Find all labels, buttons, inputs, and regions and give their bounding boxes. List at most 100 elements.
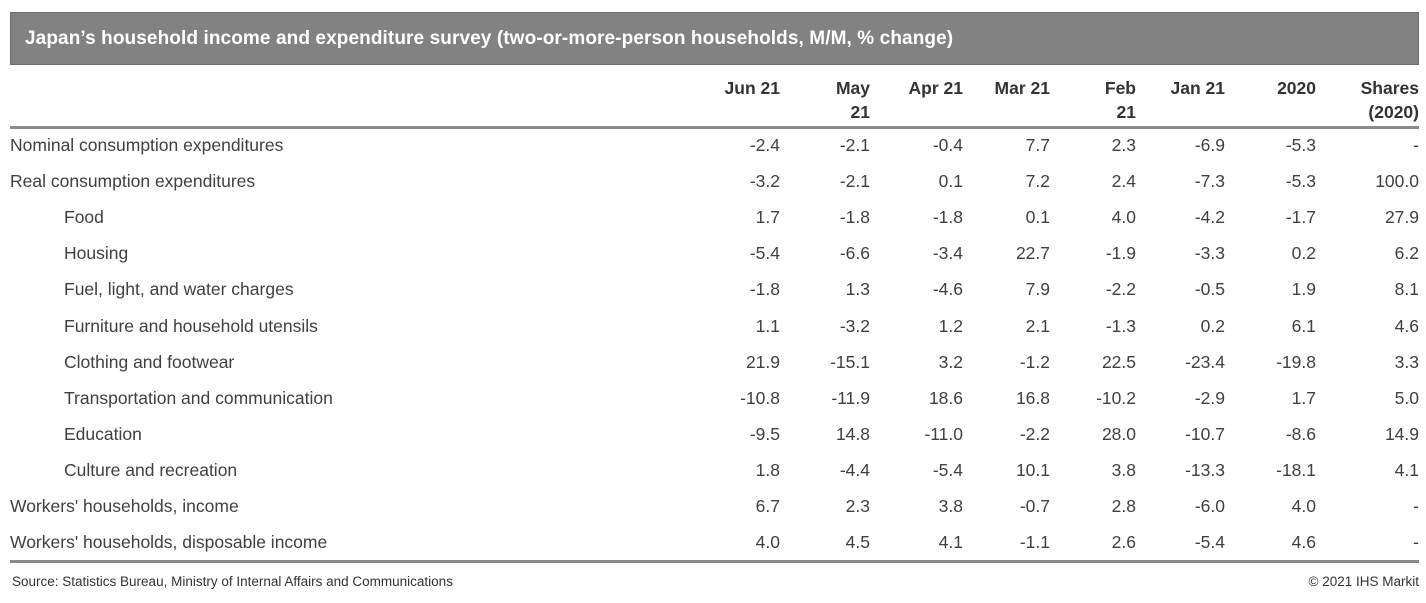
cell-value: 7.2	[1025, 170, 1050, 191]
cell-value: -2.1	[839, 135, 870, 156]
cell-value: -7.3	[1194, 170, 1225, 191]
column-header-item	[10, 65, 690, 129]
cell-value: -3.4	[932, 243, 963, 264]
cell-value: -6.9	[1194, 135, 1225, 156]
row-label: Furniture and household utensils	[64, 315, 318, 336]
cell-value: 3.8	[1111, 460, 1136, 481]
table-row: Nominal consumption expenditures -2.4 -2.1…	[10, 127, 1419, 163]
cell-value: -3.2	[839, 315, 870, 336]
cell-value: 6.2	[1394, 243, 1419, 264]
cell-value: 4.0	[1291, 496, 1316, 517]
cell-value: 0.1	[1025, 206, 1050, 227]
column-header: May 21	[780, 65, 870, 129]
row-label: Workers' households, income	[10, 496, 239, 517]
cell-value: -1.9	[1105, 243, 1136, 264]
cell-value: -1.2	[1019, 351, 1050, 372]
cell-value: -11.0	[924, 424, 963, 445]
cell-value: 4.0	[755, 531, 780, 552]
cell-value: -6.6	[839, 243, 870, 264]
cell-value: 1.7	[755, 206, 780, 227]
cell-value: 4.1	[938, 531, 963, 552]
cell-value: -1.8	[839, 206, 870, 227]
cell-value: -13.3	[1185, 460, 1225, 481]
cell-value: -8.6	[1285, 424, 1316, 445]
cell-value: 27.9	[1384, 206, 1419, 227]
table-title-bar: Japan’s household income and expenditure…	[10, 12, 1419, 65]
row-label: Education	[64, 424, 142, 445]
cell-value: -1.8	[749, 279, 780, 300]
cell-value: 21.9	[745, 351, 780, 372]
table-title: Japan’s household income and expenditure…	[25, 27, 954, 49]
cell-value: -18.1	[1276, 460, 1316, 481]
row-label: Nominal consumption expenditures	[10, 135, 284, 156]
cell-value: -1.1	[1019, 531, 1050, 552]
cell-value: 1.1	[755, 315, 780, 336]
cell-value: -9.5	[749, 424, 780, 445]
table-row: Food 1.7 -1.8 -1.8 0.1 4.0 -4.2 -1.7 27.9	[10, 199, 1419, 235]
row-label: Culture and recreation	[64, 460, 238, 481]
cell-value: -1.8	[932, 206, 963, 227]
table-row: Furniture and household utensils 1.1 -3.2 1…	[10, 308, 1419, 344]
cell-value: 3.3	[1394, 351, 1419, 372]
cell-value: 2.6	[1111, 531, 1136, 552]
cell-value: 3.2	[938, 351, 963, 372]
cell-value: -19.8	[1276, 351, 1316, 372]
source-note: Source: Statistics Bureau, Ministry of I…	[12, 573, 453, 589]
cell-value: 6.1	[1291, 315, 1316, 336]
cell-value: 6.7	[755, 496, 780, 517]
cell-value: 1.7	[1291, 387, 1316, 408]
cell-value: -0.5	[1194, 279, 1225, 300]
cell-value: 1.8	[755, 460, 780, 481]
household-survey-table: Jun 21 May 21 Apr 21 Mar 21 Feb 21 Jan 21 2020…	[10, 65, 1419, 563]
cell-value: 100.0	[1375, 170, 1419, 191]
cell-value: -1.7	[1285, 206, 1316, 227]
cell-value: -	[1413, 135, 1419, 156]
table-row: Fuel, light, and water charges -1.8 1.3 -4.…	[10, 272, 1419, 308]
cell-value: -5.3	[1285, 135, 1316, 156]
column-header: Feb 21	[1050, 65, 1136, 129]
cell-value: 1.3	[845, 279, 870, 300]
cell-value: -2.2	[1105, 279, 1136, 300]
cell-value: 3.8	[938, 496, 963, 517]
table-row: Clothing and footwear 21.9 -15.1 3.2 -1.2 22.…	[10, 344, 1419, 380]
column-header: Jan 21	[1136, 65, 1225, 129]
row-label: Clothing and footwear	[64, 351, 235, 372]
cell-value: -2.1	[839, 170, 870, 191]
column-header: Shares (2020)	[1316, 65, 1419, 129]
cell-value: 4.0	[1111, 206, 1136, 227]
row-label: Fuel, light, and water charges	[64, 279, 294, 300]
cell-value: -3.3	[1194, 243, 1225, 264]
row-label: Food	[64, 206, 104, 227]
cell-value: 22.5	[1101, 351, 1136, 372]
cell-value: -5.3	[1285, 170, 1316, 191]
table-row: Real consumption expenditures -3.2 -2.1 0.1…	[10, 163, 1419, 199]
cell-value: -	[1413, 531, 1419, 552]
cell-value: -11.9	[831, 387, 870, 408]
cell-value: -2.9	[1194, 387, 1225, 408]
cell-value: 16.8	[1015, 387, 1050, 408]
cell-value: -0.4	[932, 135, 963, 156]
cell-value: 14.9	[1384, 424, 1419, 445]
cell-value: -6.0	[1194, 496, 1225, 517]
cell-value: -10.7	[1185, 424, 1225, 445]
column-header: 2020	[1225, 65, 1316, 129]
cell-value: 28.0	[1101, 424, 1136, 445]
cell-value: 2.8	[1111, 496, 1136, 517]
table-footer: Source: Statistics Bureau, Ministry of I…	[10, 574, 1419, 589]
table-row: Workers' households, disposable income 4.…	[10, 525, 1419, 561]
cell-value: -10.2	[1096, 387, 1136, 408]
cell-value: -2.2	[1019, 424, 1050, 445]
cell-value: -4.4	[839, 460, 870, 481]
table-header-row: Jun 21 May 21 Apr 21 Mar 21 Feb 21 Jan 21 2020…	[10, 65, 1419, 129]
cell-value: -5.4	[1194, 531, 1225, 552]
cell-value: 4.5	[845, 531, 870, 552]
cell-value: 5.0	[1394, 387, 1419, 408]
cell-value: 18.6	[928, 387, 963, 408]
table-row: Workers' households, income 6.7 2.3 3.8 -0.7…	[10, 489, 1419, 525]
column-header: Mar 21	[963, 65, 1050, 129]
cell-value: 4.6	[1291, 531, 1316, 552]
cell-value: 0.1	[938, 170, 963, 191]
cell-value: 2.1	[1025, 315, 1050, 336]
table-row: Housing -5.4 -6.6 -3.4 22.7 -1.9 -3.3 0.2 6.2	[10, 236, 1419, 272]
